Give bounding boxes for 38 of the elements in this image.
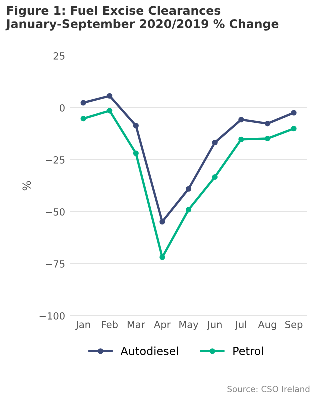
x-tick-label: Feb	[102, 320, 118, 328]
x-tick-label: Apr	[154, 321, 171, 330]
legend-label: Autodiesel	[120, 346, 178, 356]
source-note: Source: CSO Ireland	[228, 386, 310, 392]
point	[107, 108, 113, 114]
point	[264, 136, 271, 142]
chart-title: Figure 1: Fuel Excise Clearances January-September 2020/2019 % Change	[6, 6, 279, 31]
point	[212, 174, 218, 180]
point	[291, 110, 297, 116]
point	[238, 117, 244, 123]
point	[238, 136, 244, 142]
point	[264, 121, 271, 127]
x-tick-label: Jun	[207, 321, 222, 330]
point	[133, 150, 139, 156]
y-tick-label: −50	[46, 208, 65, 216]
x-tick-label: Aug	[258, 321, 276, 330]
y-tick-label: −75	[46, 260, 65, 268]
x-tick-label: Jan	[76, 321, 90, 330]
legend-label: Petrol	[234, 346, 264, 356]
y-axis-title: %	[22, 181, 32, 191]
x-tick-label: Jul	[235, 320, 246, 330]
point	[160, 219, 166, 225]
x-tick-label: May	[180, 321, 199, 330]
y-tick-label: −100	[40, 312, 65, 320]
point	[186, 207, 192, 213]
point	[291, 126, 297, 132]
x-tick-label: Sep	[286, 321, 303, 330]
y-tick-label: −25	[46, 156, 65, 164]
point	[212, 140, 218, 146]
point	[133, 123, 139, 129]
point	[160, 254, 166, 260]
x-tick-label: Mar	[128, 321, 146, 328]
point	[186, 186, 192, 192]
y-tick-label: 0	[60, 104, 65, 112]
point	[107, 93, 113, 99]
point	[80, 116, 86, 122]
point	[80, 100, 86, 106]
y-tick-label: 25	[54, 52, 65, 60]
